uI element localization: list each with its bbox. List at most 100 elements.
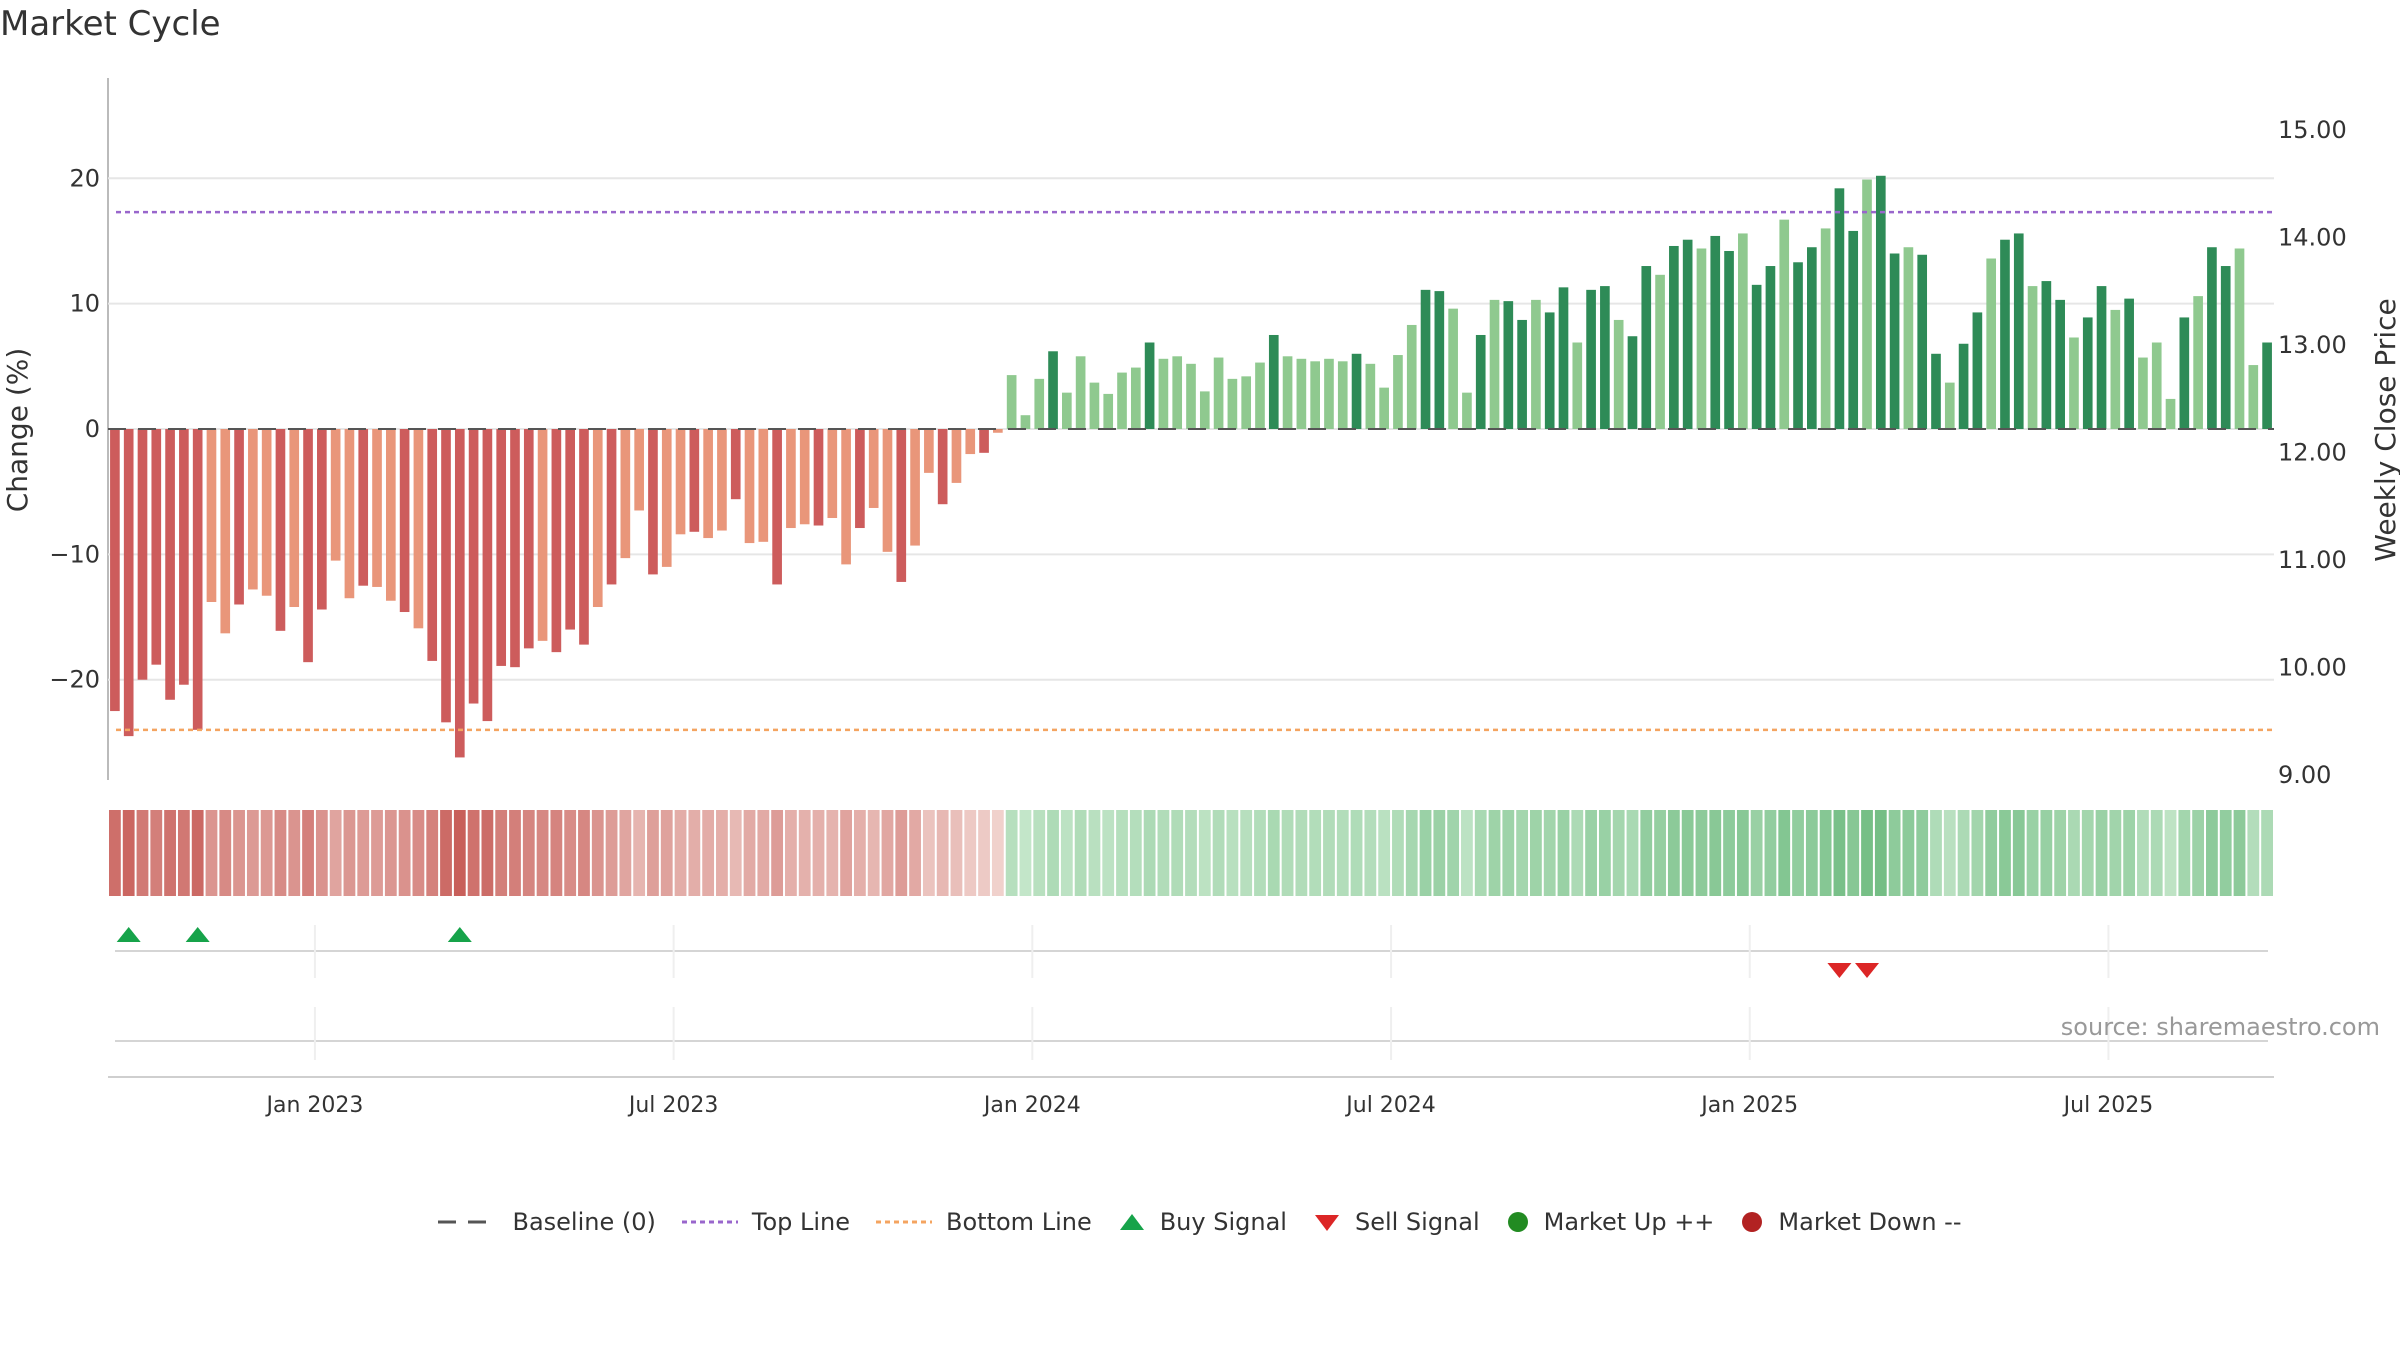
bar <box>1241 376 1252 429</box>
bar <box>1531 299 1541 429</box>
y-tick-label: 20 <box>69 164 100 192</box>
bar <box>399 429 410 613</box>
bar <box>1779 219 1790 429</box>
bar <box>248 429 258 590</box>
bar <box>634 429 644 511</box>
legend-label-market-up: Market Up ++ <box>1543 1208 1715 1236</box>
heat-cell <box>633 810 646 896</box>
heat-cell <box>867 810 880 896</box>
heat-cell <box>936 810 949 896</box>
bar <box>758 429 769 542</box>
bar <box>234 429 244 605</box>
heat-cell <box>2123 810 2136 896</box>
heat-cell <box>1171 810 1184 896</box>
heat-cell <box>1847 810 1860 896</box>
red-dot-icon <box>1742 1212 1763 1232</box>
bar <box>1006 375 1017 429</box>
heat-cell <box>1461 810 1473 896</box>
legend-item-buy-signal[interactable]: Buy Signal <box>1118 1208 1287 1236</box>
heat-cell <box>991 810 1004 896</box>
heat-cell <box>1930 810 1942 896</box>
legend-label-top-line: Top Line <box>751 1208 851 1236</box>
heat-cell <box>2233 810 2246 896</box>
legend-item-baseline[interactable]: Baseline (0) <box>438 1208 656 1236</box>
bar <box>1696 248 1707 429</box>
legend-item-market-down[interactable]: Market Down -- <box>1740 1208 1962 1236</box>
bar <box>841 429 851 565</box>
heat-cell <box>840 810 852 896</box>
legend-item-sell-signal[interactable]: Sell Signal <box>1313 1208 1480 1236</box>
bar <box>1268 334 1279 429</box>
bar <box>910 429 920 546</box>
heat-cell <box>371 810 383 896</box>
bar <box>2248 365 2259 429</box>
bar <box>1255 362 1265 429</box>
heat-cell <box>1957 810 1970 896</box>
heat-cell <box>1212 810 1225 896</box>
heat-cell <box>2150 810 2163 896</box>
bar <box>1586 289 1596 429</box>
heat-cell <box>260 810 273 896</box>
heat-cell <box>1943 810 1956 896</box>
bar <box>1834 188 1845 429</box>
bar <box>1682 239 1693 429</box>
heat-cell <box>798 810 811 896</box>
bar <box>551 429 562 653</box>
bar <box>1793 262 1803 429</box>
heat-cell <box>1778 810 1791 896</box>
bar <box>1227 378 1238 429</box>
heat-cell <box>1281 810 1294 896</box>
heat-cell <box>605 810 618 896</box>
heat-cell <box>591 810 604 896</box>
heat-cell <box>702 810 715 896</box>
bar <box>317 429 327 610</box>
buy-signal-marker <box>447 927 472 942</box>
bar <box>2110 309 2121 429</box>
heat-cell <box>1516 810 1529 896</box>
chart-title: Market Cycle <box>0 4 221 44</box>
sell-signal-marker <box>1827 963 1852 978</box>
bar <box>1310 361 1320 429</box>
legend-item-market-up[interactable]: Market Up ++ <box>1506 1208 1715 1236</box>
heat-cell <box>1267 810 1280 896</box>
bar <box>303 429 313 663</box>
heat-cell <box>1667 810 1680 896</box>
green-dot-icon <box>1507 1212 1528 1232</box>
heat-cell <box>1502 810 1515 896</box>
heat-cell <box>1902 810 1915 896</box>
bar <box>1903 247 1914 429</box>
bar <box>427 429 438 661</box>
bar <box>675 429 686 535</box>
bar <box>2138 357 2148 429</box>
bar <box>1751 284 1762 429</box>
heat-cell <box>164 810 176 896</box>
heat-cell <box>136 810 149 896</box>
bar <box>275 429 286 631</box>
bar <box>1544 312 1555 429</box>
heat-cell <box>1571 810 1584 896</box>
x-tick-label: Jan 2025 <box>1699 1093 1798 1118</box>
heat-cell <box>1805 810 1818 896</box>
heat-cell <box>1226 810 1239 896</box>
bar <box>799 429 810 525</box>
sell-signal-marker <box>1855 963 1880 978</box>
bar <box>744 429 755 544</box>
heat-cell <box>1129 810 1142 896</box>
heat-cell <box>2178 810 2191 896</box>
bar <box>1806 247 1817 429</box>
heat-cell <box>467 810 480 896</box>
legend-item-bottom-line[interactable]: Bottom Line <box>876 1208 1092 1236</box>
legend-item-top-line[interactable]: Top Line <box>681 1208 851 1236</box>
heat-cell <box>1916 810 1929 896</box>
y2-tick-label: 9.00 <box>2278 761 2331 789</box>
bar <box>1600 286 1610 429</box>
bar <box>192 429 203 730</box>
bar <box>1931 353 1941 429</box>
bar <box>717 429 727 531</box>
heat-cell <box>1323 810 1335 896</box>
heat-cell <box>2068 810 2080 896</box>
heat-cell <box>2109 810 2122 896</box>
down-triangle-icon <box>1314 1215 1339 1231</box>
bar <box>1448 308 1458 429</box>
bar <box>2041 281 2052 429</box>
